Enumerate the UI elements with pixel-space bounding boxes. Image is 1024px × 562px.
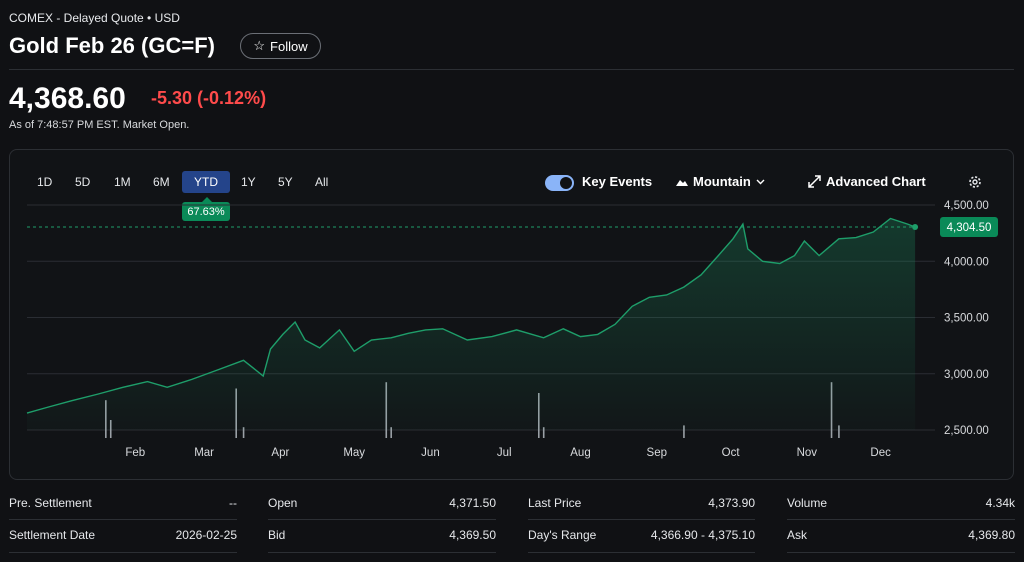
range-1m-button[interactable]: 1M [114,175,131,189]
stat-label: Volume [787,496,828,510]
stat-label: Day's Range [528,528,597,542]
price-chart[interactable]: 4,500.00 4,000.00 3,500.00 3,000.00 2,500.00… [0,0,1024,480]
volume-bar [542,427,545,438]
key-events-toggle[interactable] [545,175,574,191]
follow-label: Follow [270,38,308,54]
advanced-chart-button[interactable]: Advanced Chart [808,174,926,189]
y-tick-label: 3,000.00 [944,369,989,381]
x-tick-label: Apr [271,447,289,459]
ytd-change-badge: 67.63% [182,197,230,221]
gear-icon[interactable] [967,174,983,190]
current-value-label: 4,304.50 [947,222,992,234]
stat-value: 4,369.50 [449,528,496,542]
stat-label: Ask [787,528,808,542]
range-6m-button[interactable]: 6M [153,175,170,189]
chevron-down-icon [756,179,765,184]
mountain-icon [676,179,688,186]
stat-label: Bid [268,528,286,542]
current-price: 4,368.60 [9,82,126,115]
stat-divider [528,519,755,520]
divider [9,69,1014,70]
range-1d-button[interactable]: 1D [37,175,53,189]
stat-label: Last Price [528,496,582,510]
stat-value: 4,366.90 - 4,375.10 [650,528,755,542]
star-icon: ☆ [253,38,266,53]
stat-value: 4,369.80 [968,528,1015,542]
stat-label: Pre. Settlement [9,496,92,510]
price-change-value: -5.30 [151,88,193,108]
current-value-badge [940,216,998,237]
range-5d-button[interactable]: 5D [75,175,91,189]
volume-bar [838,425,840,438]
x-tick-label: Aug [570,447,590,459]
stat-divider [528,552,755,553]
key-events-label[interactable]: Key Events [582,174,653,189]
stat-divider [787,519,1015,520]
stat-value: -- [229,496,237,510]
x-tick-label: Sep [647,447,667,459]
stat-label: Settlement Date [9,528,96,542]
page-title: Gold Feb 26 (GC=F) [9,33,215,58]
chart-type-dropdown[interactable]: Mountain [676,174,765,189]
as-of-timestamp: As of 7:48:57 PM EST. Market Open. [9,119,190,131]
x-tick-label: Jun [421,447,440,459]
volume-bar [390,427,392,438]
expand-icon [808,175,821,188]
toggle-knob [560,177,572,189]
x-tick-label: Nov [797,447,818,459]
y-tick-label: 4,500.00 [944,200,989,212]
stat-divider [268,552,496,553]
range-all-button[interactable]: All [315,175,329,189]
stat-divider [9,519,237,520]
stat-divider [268,519,496,520]
follow-button[interactable]: ☆ Follow [240,33,321,59]
range-ytd-button[interactable]: YTD [182,171,230,193]
x-tick-label: May [343,447,365,459]
price-change: -5.30 (-0.12%) [151,88,266,109]
current-value-dot [912,223,919,230]
stat-divider [9,552,237,553]
price-area [27,218,916,430]
x-tick-label: Oct [722,447,741,459]
stat-divider [787,552,1015,553]
stat-value: 2026-02-25 [175,528,237,542]
price-change-percent: (-0.12%) [197,88,267,108]
advanced-chart-label: Advanced Chart [826,174,926,189]
range-1y-button[interactable]: 1Y [241,175,256,189]
quote-source-subtitle: COMEX - Delayed Quote • USD [9,11,180,25]
stat-label: Open [268,496,298,510]
volume-bar [242,427,245,438]
stat-value: 4.34k [985,496,1015,510]
x-tick-label: Jul [497,447,512,459]
y-tick-label: 3,500.00 [944,313,989,325]
x-tick-label: Feb [125,447,145,459]
y-tick-label: 4,000.00 [944,256,989,268]
stat-value: 4,371.50 [449,496,496,510]
price-line [26,217,916,414]
x-tick-label: Mar [194,447,214,459]
chart-type-label: Mountain [693,174,751,189]
x-tick-label: Dec [870,447,891,459]
volume-bar [683,425,685,438]
stat-value: 4,373.90 [708,496,755,510]
y-tick-label: 2,500.00 [944,425,989,437]
range-5y-button[interactable]: 5Y [278,175,293,189]
